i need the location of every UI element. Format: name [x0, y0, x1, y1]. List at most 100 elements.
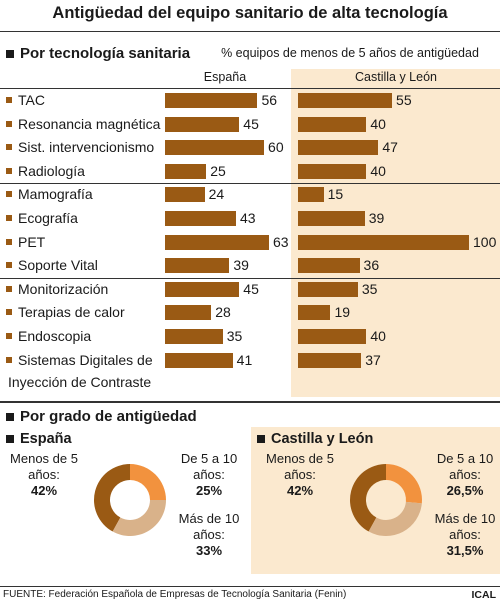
- category-text: Resonancia magnética: [18, 115, 161, 132]
- value-label-espana: 35: [226, 328, 243, 344]
- slice-value: 25%: [195, 483, 223, 498]
- bar-espana: [165, 234, 269, 250]
- value-label-castilla-leon: 35: [361, 280, 378, 297]
- value-label-castilla-leon: 39: [368, 210, 385, 226]
- value-label-espana: 60: [268, 139, 284, 156]
- bar-chart-subtitle: % equipos de menos de 5 años de antigüed…: [221, 46, 479, 60]
- pie-espana-title: España: [20, 431, 72, 447]
- pie-castilla-leon-label-mid: De 5 a 10 años: 26,5%: [434, 451, 496, 499]
- value-label-espana: 63: [273, 233, 289, 250]
- bullet-icon: [6, 309, 12, 316]
- bar-espana: [165, 163, 207, 179]
- section-tech-heading: Por tecnología sanitaria: [6, 45, 190, 62]
- slice-label: Más de 10 años:: [434, 511, 496, 542]
- slice-label: Menos de 5 años:: [10, 451, 78, 482]
- donut-chart-castilla-leon: [350, 464, 422, 536]
- bar-espana: [165, 281, 240, 297]
- bar-castilla-leon: [298, 140, 379, 156]
- category-label-continuation: Inyección de Contraste: [8, 373, 152, 390]
- bar-castilla-leon: [298, 352, 362, 368]
- slice-label: De 5 a 10 años:: [180, 451, 238, 482]
- bar-espana: [165, 305, 212, 321]
- category-label: Ecografía: [6, 209, 78, 227]
- column-header-espana: España: [203, 70, 247, 84]
- section-tech-label: Por tecnología sanitaria: [20, 45, 191, 62]
- bar-castilla-leon: [298, 163, 367, 179]
- category-text: PET: [18, 233, 46, 250]
- bar-castilla-leon: [298, 305, 331, 321]
- slice-value: 42%: [286, 483, 314, 498]
- pie-espana-label-new: Menos de 5 años: 42%: [4, 451, 84, 499]
- bullet-icon: [6, 167, 12, 174]
- value-label-espana: 56: [261, 92, 278, 108]
- category-text: Endoscopia: [18, 328, 92, 344]
- source-note: FUENTE: Federación Española de Empresas …: [3, 589, 347, 600]
- bar-castilla-leon: [298, 211, 365, 226]
- bar-castilla-leon: [298, 234, 469, 250]
- category-label: Sist. intervencionismo: [6, 138, 154, 156]
- category-text: TAC: [18, 92, 45, 108]
- header-divider: [0, 88, 500, 89]
- slice-label: Menos de 5 años:: [266, 451, 334, 482]
- value-label-espana: 24: [208, 186, 225, 203]
- slice-value: 33%: [195, 543, 223, 558]
- value-label-espana: 39: [233, 257, 249, 274]
- brand-logo: ICAL: [471, 589, 497, 601]
- slice-more-than-10-years: [112, 500, 166, 536]
- pie-castilla-leon-title: Castilla y León: [271, 431, 374, 447]
- bullet-icon: [6, 120, 12, 127]
- title-divider: [0, 31, 500, 32]
- pie-espana-label-mid: De 5 a 10 años: 25%: [178, 451, 240, 499]
- bar-espana: [165, 329, 223, 344]
- square-bullet-icon: [6, 435, 14, 443]
- slice-5-to-10-years: [130, 464, 166, 500]
- category-text: Mamografía: [18, 186, 93, 203]
- slice-less-than-5-years: [93, 464, 130, 532]
- slice-label: De 5 a 10 años:: [436, 451, 494, 482]
- value-label-espana: 25: [210, 162, 226, 179]
- bar-espana: [165, 93, 258, 108]
- slice-label: Más de 10 años:: [178, 511, 240, 542]
- category-text: Soporte Vital: [18, 257, 98, 274]
- value-label-castilla-leon: 37: [365, 351, 381, 368]
- bar-castilla-leon: [298, 116, 367, 132]
- value-label-castilla-leon: 36: [363, 257, 380, 274]
- category-label: Endoscopia: [6, 327, 91, 345]
- value-label-castilla-leon: 47: [382, 139, 398, 156]
- category-text: Terapias de calor: [18, 304, 125, 321]
- square-bullet-icon: [6, 412, 14, 421]
- value-label-castilla-leon: 15: [327, 186, 344, 203]
- value-label-espana: 45: [243, 115, 259, 132]
- group-divider: [0, 183, 500, 185]
- bullet-icon: [6, 285, 12, 292]
- pie-castilla-leon-label-old: Más de 10 años: 31,5%: [434, 511, 496, 559]
- category-label: PET: [6, 233, 45, 251]
- category-text: Monitorización: [18, 280, 109, 297]
- category-text: Sistemas Digitales de: [18, 351, 153, 368]
- value-label-espana: 43: [239, 210, 256, 226]
- value-label-castilla-leon: 40: [370, 328, 386, 344]
- bar-castilla-leon: [298, 258, 360, 274]
- category-text: Ecografía: [18, 210, 78, 226]
- category-label: Monitorización: [6, 280, 108, 298]
- slice-more-than-10-years: [368, 501, 422, 536]
- bullet-icon: [6, 191, 12, 198]
- section-age-label: Por grado de antigüedad: [20, 408, 197, 425]
- category-label: Mamografía: [6, 185, 93, 203]
- donut-chart-espana: [93, 464, 166, 536]
- value-label-castilla-leon: 40: [370, 162, 386, 179]
- bar-espana: [165, 187, 205, 203]
- bar-espana: [165, 258, 230, 274]
- pie-espana-label-old: Más de 10 años: 33%: [178, 511, 240, 559]
- bar-espana: [165, 211, 236, 226]
- bar-castilla-leon: [298, 187, 324, 203]
- bullet-icon: [6, 97, 12, 103]
- category-label: Sistemas Digitales de: [6, 351, 153, 369]
- pie-castilla-leon-heading: Castilla y León: [257, 431, 373, 447]
- bullet-icon: [6, 144, 12, 151]
- pie-espana-heading: España: [6, 431, 72, 447]
- category-label: Resonancia magnética: [6, 115, 160, 133]
- section-divider: [0, 401, 500, 403]
- bar-espana: [165, 352, 233, 368]
- value-label-castilla-leon: 55: [396, 92, 412, 108]
